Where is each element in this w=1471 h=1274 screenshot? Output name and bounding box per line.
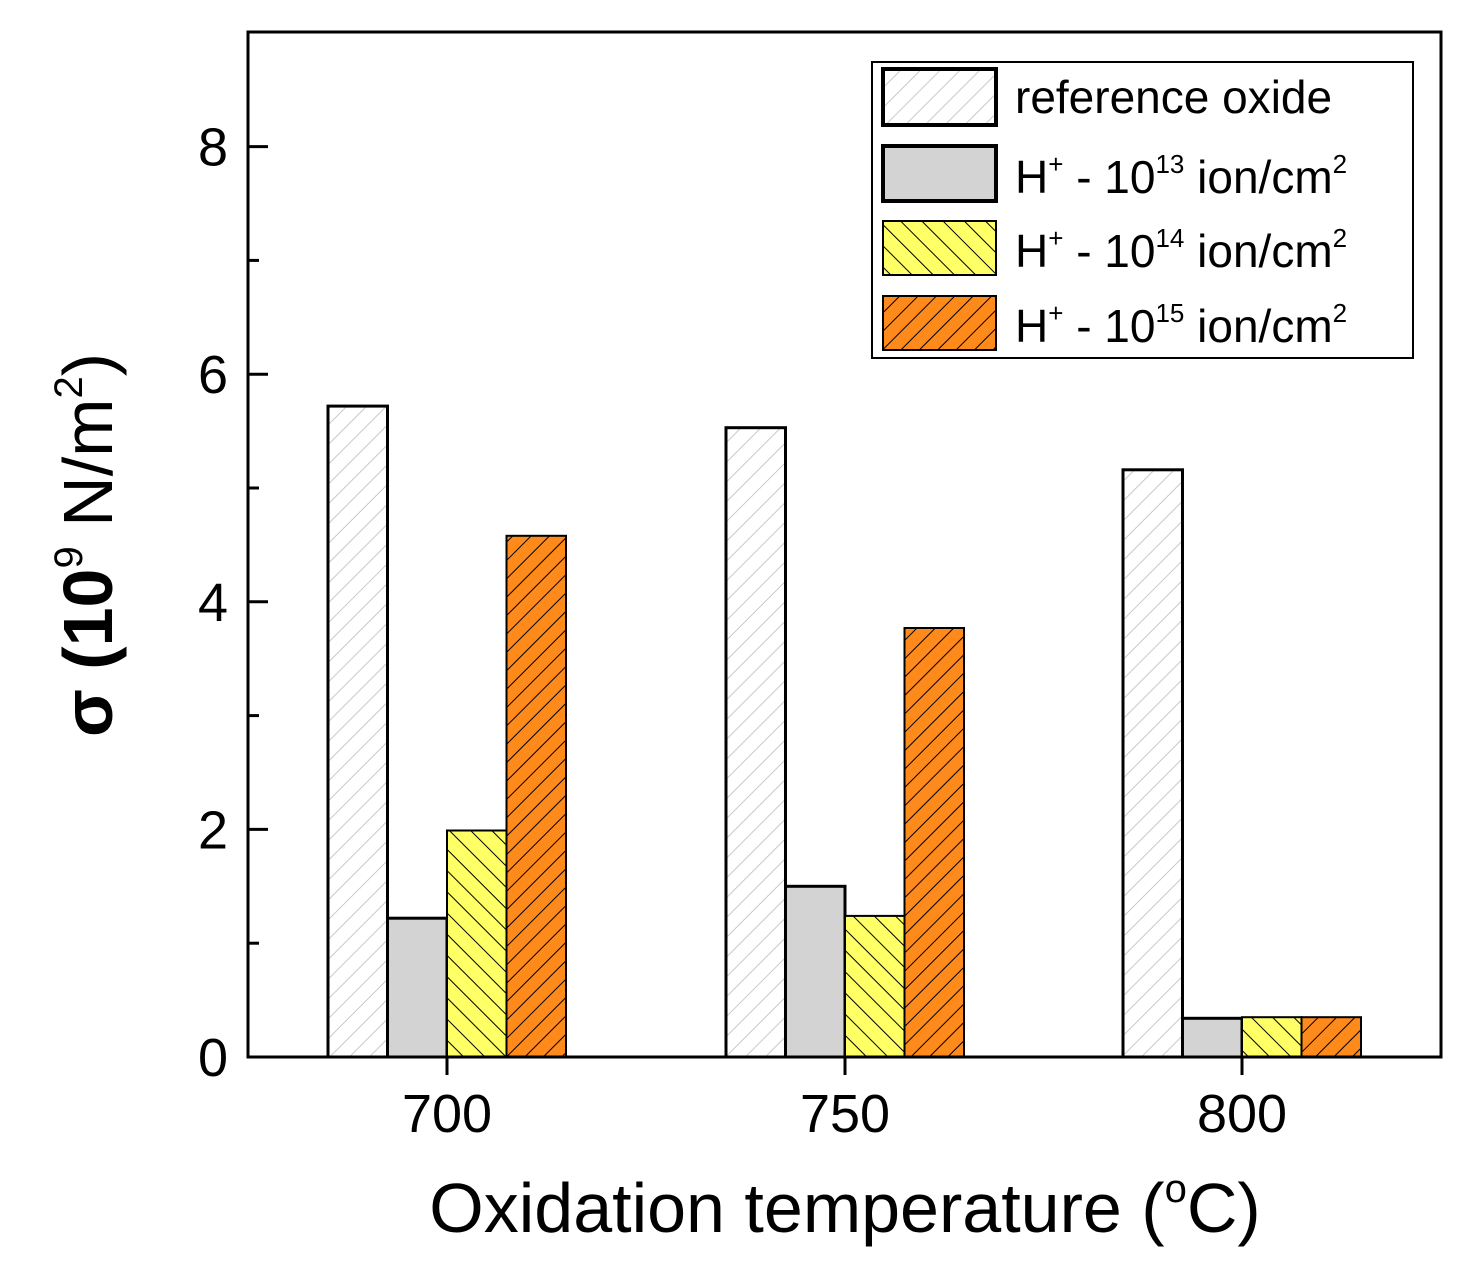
bar-750-series-3 — [903, 627, 965, 1058]
x-tick-label-700: 700 — [402, 1084, 492, 1144]
legend-label-1e14-main: H — [1015, 225, 1048, 277]
legend-label-1e14-sup: + — [1048, 223, 1063, 253]
legend-swatch-1e13 — [881, 144, 998, 203]
y-axis-title-sup2: 2 — [47, 376, 91, 398]
legend-label-1e15: H+ - 1015 ion/cm2 — [1015, 298, 1347, 352]
legend-item-reference: reference oxide — [881, 67, 1332, 127]
bar-750-series-0 — [724, 426, 787, 1059]
y-tick-label-0: 0 — [198, 1028, 228, 1088]
legend-label-1e14: H+ - 1014 ion/cm2 — [1015, 223, 1347, 277]
legend-label-1e13: H+ - 1013 ion/cm2 — [1015, 149, 1347, 203]
x-axis-title: Oxidation temperature (oC) — [429, 1167, 1260, 1247]
legend-label-1e15-sup2: 2 — [1333, 298, 1347, 328]
legend-item-1e13: H+ - 1013 ion/cm2 — [881, 144, 1347, 203]
bar-700-series-0 — [326, 404, 389, 1059]
y-tick-label-2: 2 — [198, 800, 228, 860]
legend-label-1e13-sup: + — [1048, 149, 1063, 179]
legend-label-1e15-unit: ion/cm — [1184, 300, 1332, 352]
bar-700-series-2 — [446, 829, 508, 1058]
x-tick-label-750: 750 — [800, 1084, 890, 1144]
bar-750-series-2 — [844, 914, 906, 1059]
legend-label-1e13-tail: - 10 — [1063, 151, 1155, 203]
y-axis-title-sup1: 9 — [47, 546, 91, 568]
x-axis-title-end: C) — [1187, 1169, 1261, 1247]
bar-800-series-3 — [1300, 1016, 1362, 1059]
y-axis-title-end: ) — [49, 353, 127, 376]
legend-swatch-1e14 — [882, 220, 997, 276]
y-axis-title-main: σ (10 — [49, 569, 127, 738]
legend-label-1e13-exp: 13 — [1155, 149, 1184, 179]
bars-layer — [326, 404, 1362, 1059]
legend-label-1e14-exp: 14 — [1155, 223, 1184, 253]
legend-label-1e13-unit: ion/cm — [1184, 151, 1332, 203]
x-axis-title-main: Oxidation temperature ( — [429, 1169, 1164, 1247]
legend-label-1e15-sup: + — [1048, 298, 1063, 328]
bar-700-series-1 — [386, 916, 449, 1059]
legend: reference oxide H+ - 1013 ion/cm2 H+ - 1… — [871, 61, 1414, 359]
ticks-layer: 0 2 4 6 8 700 750 800 — [198, 118, 1287, 1144]
bar-800-series-2 — [1241, 1016, 1303, 1059]
x-axis-title-sup: o — [1165, 1167, 1187, 1211]
bar-800-series-0 — [1121, 468, 1184, 1059]
legend-label-1e15-exp: 15 — [1155, 298, 1184, 328]
y-tick-label-6: 6 — [198, 345, 228, 405]
legend-label-1e14-sup2: 2 — [1333, 223, 1347, 253]
legend-label-1e14-tail: - 10 — [1063, 225, 1155, 277]
y-axis-title-mid: N/m — [49, 399, 127, 547]
legend-label-reference: reference oxide — [1015, 71, 1332, 123]
y-tick-label-8: 8 — [198, 118, 228, 178]
x-tick-label-800: 800 — [1197, 1084, 1287, 1144]
legend-label-1e13-main: H — [1015, 151, 1048, 203]
legend-label-1e14-unit: ion/cm — [1184, 225, 1332, 277]
legend-item-1e14: H+ - 1014 ion/cm2 — [882, 220, 1347, 277]
bar-800-series-1 — [1181, 1016, 1244, 1059]
y-axis-title: σ (109 N/m2) — [47, 353, 127, 737]
bar-750-series-1 — [784, 884, 847, 1059]
legend-label-1e13-sup2: 2 — [1333, 149, 1347, 179]
legend-swatch-1e15 — [882, 295, 997, 351]
legend-item-1e15: H+ - 1015 ion/cm2 — [882, 295, 1347, 352]
legend-label-1e15-main: H — [1015, 300, 1048, 352]
y-tick-label-4: 4 — [198, 573, 228, 633]
bar-700-series-3 — [505, 534, 567, 1058]
legend-label-1e15-tail: - 10 — [1063, 300, 1155, 352]
legend-swatch-reference — [881, 67, 998, 127]
